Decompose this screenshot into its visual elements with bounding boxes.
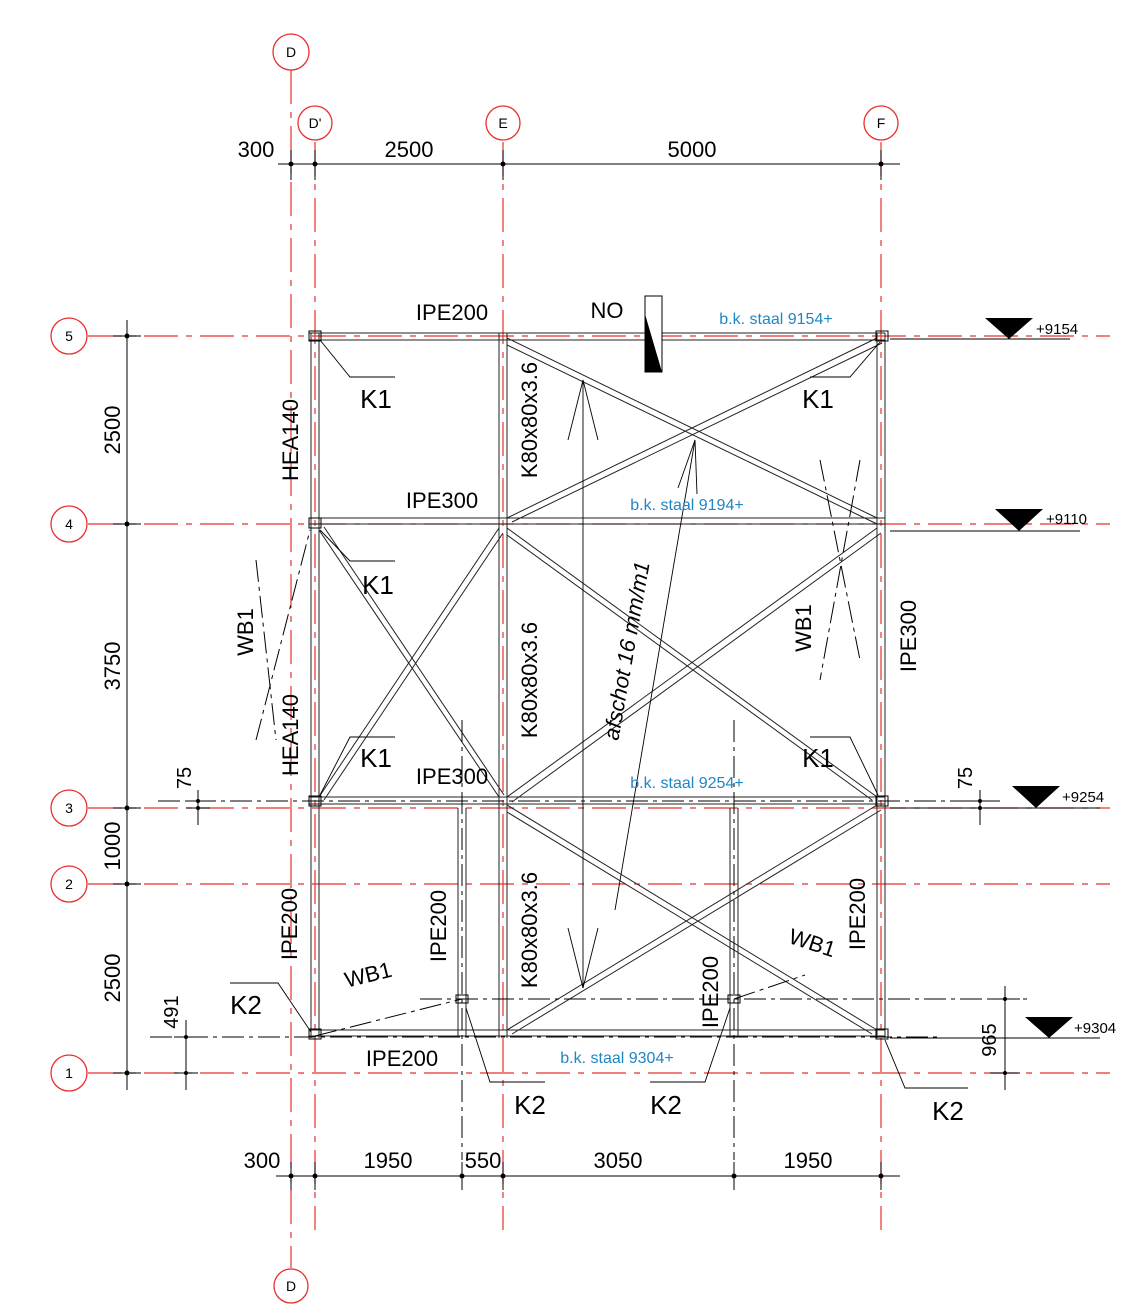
level-9154: +9154 [1036,321,1078,338]
level-triangle-icon [985,318,1033,339]
bubble-d-bottom [273,1268,309,1304]
bubble-row-3-label: 3 [65,800,73,816]
left-dimension-line: 2500 3750 1000 2500 75 491 [100,320,210,1090]
leaders [230,339,968,1089]
dim-left-3750: 3750 [100,642,125,691]
label-hea140-lower: HEA140 [278,694,303,776]
dash-dot-lines [150,459,1030,1160]
steel-note-9154: b.k. staal 9154+ [719,311,832,328]
connection-labels: K1 K1 K1 K1 K1 K2 K2 K2 K2 WB1 WB1 WB1 W… [230,384,964,1126]
label-k1-d: K1 [360,743,392,773]
dim-left-1000: 1000 [100,822,125,871]
level-9254: +9254 [1062,789,1104,806]
bubble-d-prime [297,105,333,141]
bubble-f [863,105,899,141]
grid-bubbles: D D' E F D 5 4 3 2 1 [50,33,899,1304]
label-wb1-a: WB1 [233,608,258,656]
north-marker: NO [591,295,663,373]
bubble-f-label: F [877,115,886,131]
slope-label: afschot 16 mm/m1 [599,559,655,742]
node-markers [308,330,889,1040]
dim-bottom-3050: 3050 [594,1148,643,1173]
level-triangle-icon [1012,786,1060,808]
member-labels: IPE200 IPE300 IPE300 IPE200 HEA140 HEA14… [277,300,921,1071]
dim-right-75: 75 [955,767,977,789]
bubble-e-label: E [498,115,507,131]
label-k1-c: K1 [362,570,394,600]
bubble-row-1-label: 1 [65,1065,73,1081]
bottom-dimension-line: 300 1950 550 3050 1950 [244,1148,900,1190]
bubble-d-bottom-label: D [286,1278,296,1294]
label-wb1-c: WB1 [342,957,394,993]
dim-bottom-1950b: 1950 [784,1148,833,1173]
label-hea140-upper: HEA140 [278,399,303,481]
label-ipe200-bottom: IPE200 [366,1046,438,1071]
label-k2-b: K2 [514,1090,546,1120]
label-ipe200-v1: IPE200 [277,888,302,960]
bubble-row-3 [50,789,88,827]
dim-right-965: 965 [979,1023,1001,1056]
dim-bottom-550: 550 [465,1148,502,1173]
label-k1-e: K1 [802,743,834,773]
label-ipe200-v4: IPE200 [845,878,870,950]
right-dimensions: 75 965 [955,767,1020,1090]
label-k80-mid: K80x80x3.6 [517,622,542,738]
bubble-d-top-label: D [286,44,296,60]
dim-bottom-1950a: 1950 [364,1148,413,1173]
dim-left-75: 75 [174,767,196,789]
bubble-e [485,105,521,141]
label-k80-upper: K80x80x3.6 [517,362,542,478]
label-wb1-b: WB1 [791,604,816,652]
level-9110: +9110 [1046,511,1087,528]
label-ipe200-v3: IPE200 [698,956,723,1028]
steel-notes: b.k. staal 9154+ b.k. staal 9194+ b.k. s… [560,311,832,1067]
dim-top-5000: 5000 [668,137,717,162]
bubble-d-prime-label: D' [309,115,322,131]
bubble-row-2-label: 2 [65,876,73,892]
bubble-d-top [272,33,310,71]
level-markers: +9154 +9110 +9254 +9304 [890,318,1116,1039]
label-ipe300-mid: IPE300 [406,488,478,513]
dim-left-491: 491 [161,995,183,1028]
bubble-row-4 [50,505,88,543]
dim-bottom-300: 300 [244,1148,281,1173]
steel-note-9254: b.k. staal 9254+ [630,775,743,792]
label-ipe300-low: IPE300 [416,764,488,789]
label-ipe200-v2: IPE200 [426,890,451,962]
dim-top-2500: 2500 [385,137,434,162]
north-label: NO [591,298,624,323]
slope-arrows [567,379,698,989]
label-wb1-d: WB1 [786,924,839,963]
bubble-row-1 [50,1054,88,1092]
label-k1-a: K1 [360,384,392,414]
level-9304: +9304 [1074,1020,1116,1037]
steel-note-9304: b.k. staal 9304+ [560,1050,673,1067]
bubble-row-4-label: 4 [65,516,73,532]
bubble-row-5-label: 5 [65,328,73,344]
steel-note-9194: b.k. staal 9194+ [630,497,743,514]
dim-top-300: 300 [238,137,275,162]
label-k2-c: K2 [650,1090,682,1120]
bubble-row-5 [50,317,88,355]
level-triangle-icon [1025,1017,1073,1038]
level-triangle-icon [995,509,1043,531]
bubble-row-2 [50,865,88,903]
label-k80-low: K80x80x3.6 [517,872,542,988]
label-ipe300-right: IPE300 [896,600,921,672]
label-k2-a: K2 [230,990,262,1020]
label-k2-d: K2 [932,1096,964,1126]
dim-left-2500b: 2500 [100,954,125,1003]
dim-left-2500a: 2500 [100,406,125,455]
steel-beams [309,332,886,1038]
label-ipe200-top: IPE200 [416,300,488,325]
label-k1-b: K1 [802,384,834,414]
top-dimension-line: 300 2500 5000 [238,137,900,180]
